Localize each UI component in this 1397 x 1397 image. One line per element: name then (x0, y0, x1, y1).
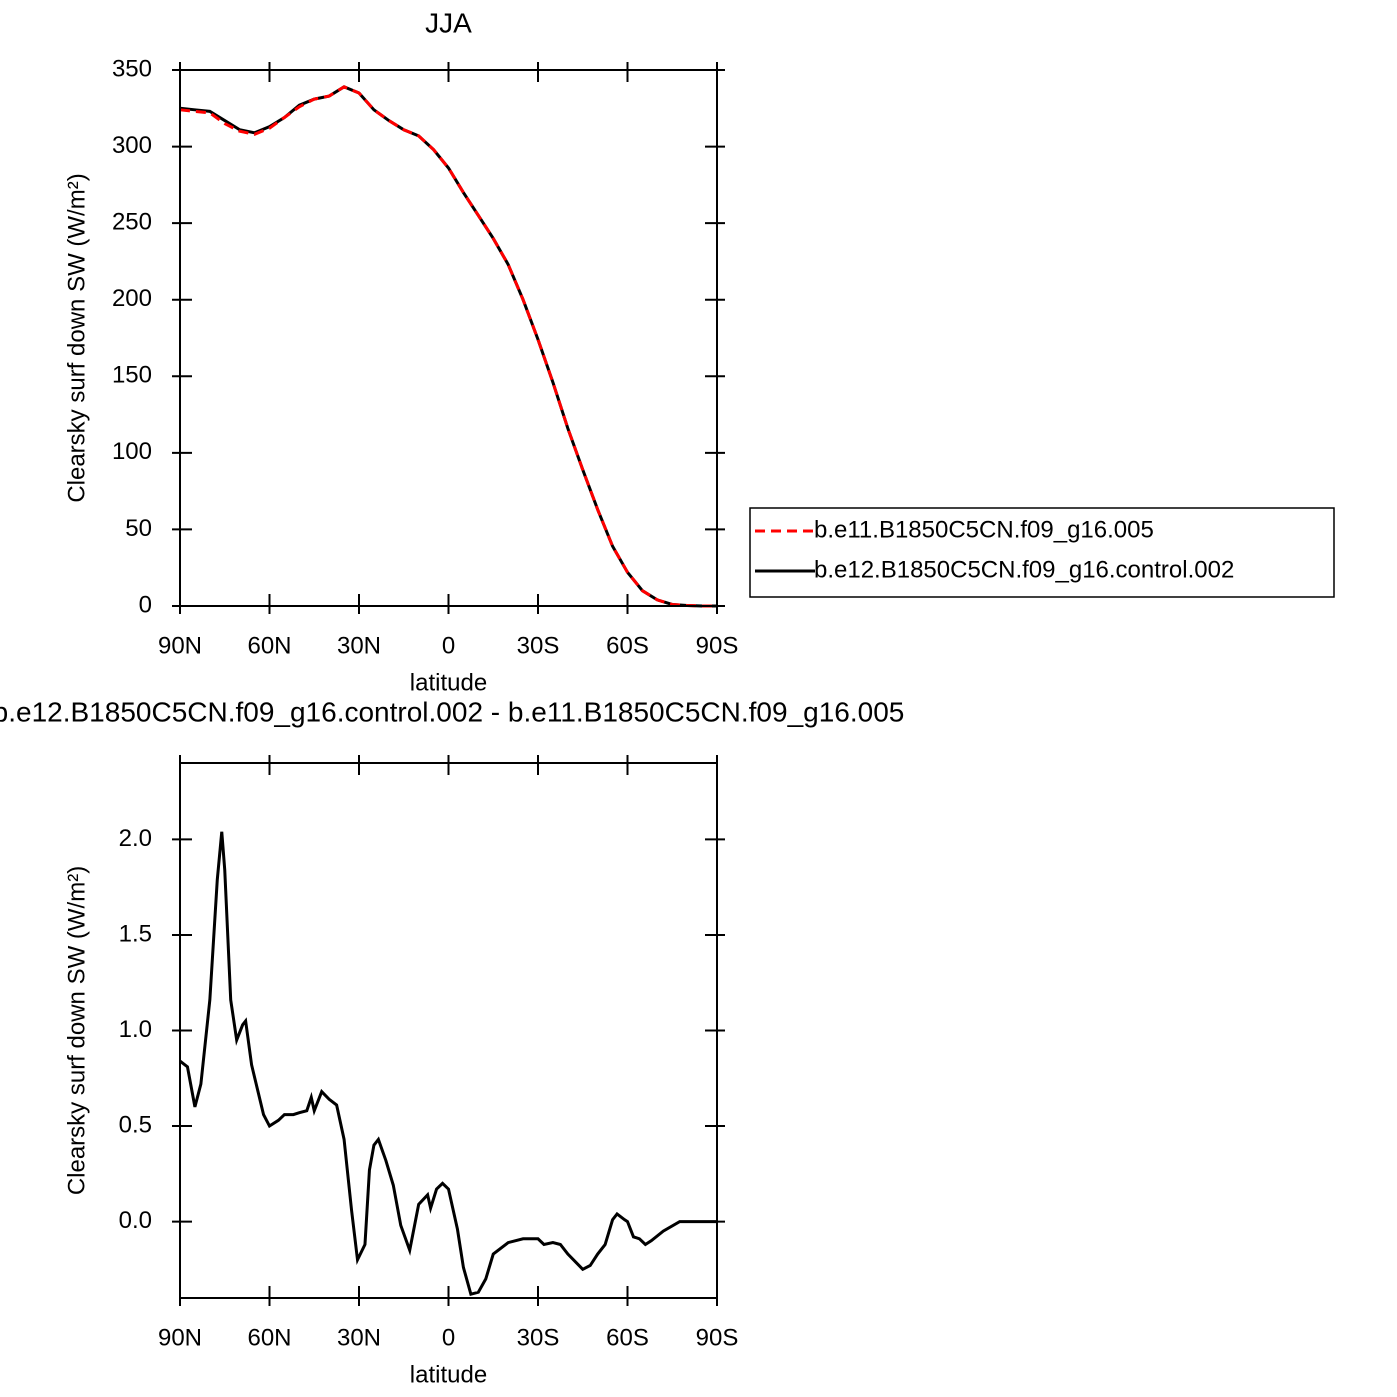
y-tick-label: 50 (125, 515, 152, 542)
x-tick-label: 90S (696, 632, 739, 659)
x-tick-label: 0 (442, 632, 455, 659)
x-tick-label: 30S (517, 632, 560, 659)
x-axis-label: latitude (410, 669, 487, 696)
x-axis-label: latitude (410, 1361, 487, 1388)
data-line (179, 831, 717, 1296)
x-tick-label: 90N (158, 632, 202, 659)
chart-title: b.e12.B1850C5CN.f09_g16.control.002 - b.… (0, 696, 904, 727)
data-line (179, 85, 717, 608)
y-tick-label: 1.5 (119, 920, 152, 947)
x-tick-label: 30N (337, 1324, 381, 1351)
plot-frame (179, 69, 718, 607)
x-tick-label: 60N (247, 1324, 291, 1351)
y-tick-label: 200 (112, 285, 152, 312)
x-tick-label: 90N (158, 1324, 202, 1351)
x-tick-label: 60S (606, 1324, 649, 1351)
y-tick-label: 0 (139, 591, 152, 618)
y-axis-label: Clearsky surf down SW (W/m²) (63, 866, 90, 1195)
plot-frame (179, 762, 718, 1299)
x-tick-label: 60S (606, 632, 649, 659)
x-tick-label: 0 (442, 1324, 455, 1351)
y-tick-label: 0.0 (119, 1207, 152, 1234)
y-tick-label: 1.0 (119, 1016, 152, 1043)
x-tick-label: 90S (696, 1324, 739, 1351)
x-tick-label: 30S (517, 1324, 560, 1351)
y-tick-label: 250 (112, 208, 152, 235)
legend-label: b.e11.B1850C5CN.f09_g16.005 (814, 516, 1154, 543)
chart-title: JJA (425, 7, 472, 38)
y-tick-label: 300 (112, 132, 152, 159)
x-tick-label: 60N (247, 632, 291, 659)
y-tick-label: 150 (112, 362, 152, 389)
legend-box (749, 507, 1335, 598)
data-line (179, 85, 717, 608)
y-tick-label: 100 (112, 438, 152, 465)
legend-label: b.e12.B1850C5CN.f09_g16.control.002 (814, 556, 1234, 583)
y-axis-label: Clearsky surf down SW (W/m²) (63, 173, 90, 502)
x-tick-label: 30N (337, 632, 381, 659)
y-tick-label: 2.0 (119, 825, 152, 852)
y-tick-label: 0.5 (119, 1111, 152, 1138)
y-tick-label: 350 (112, 55, 152, 82)
